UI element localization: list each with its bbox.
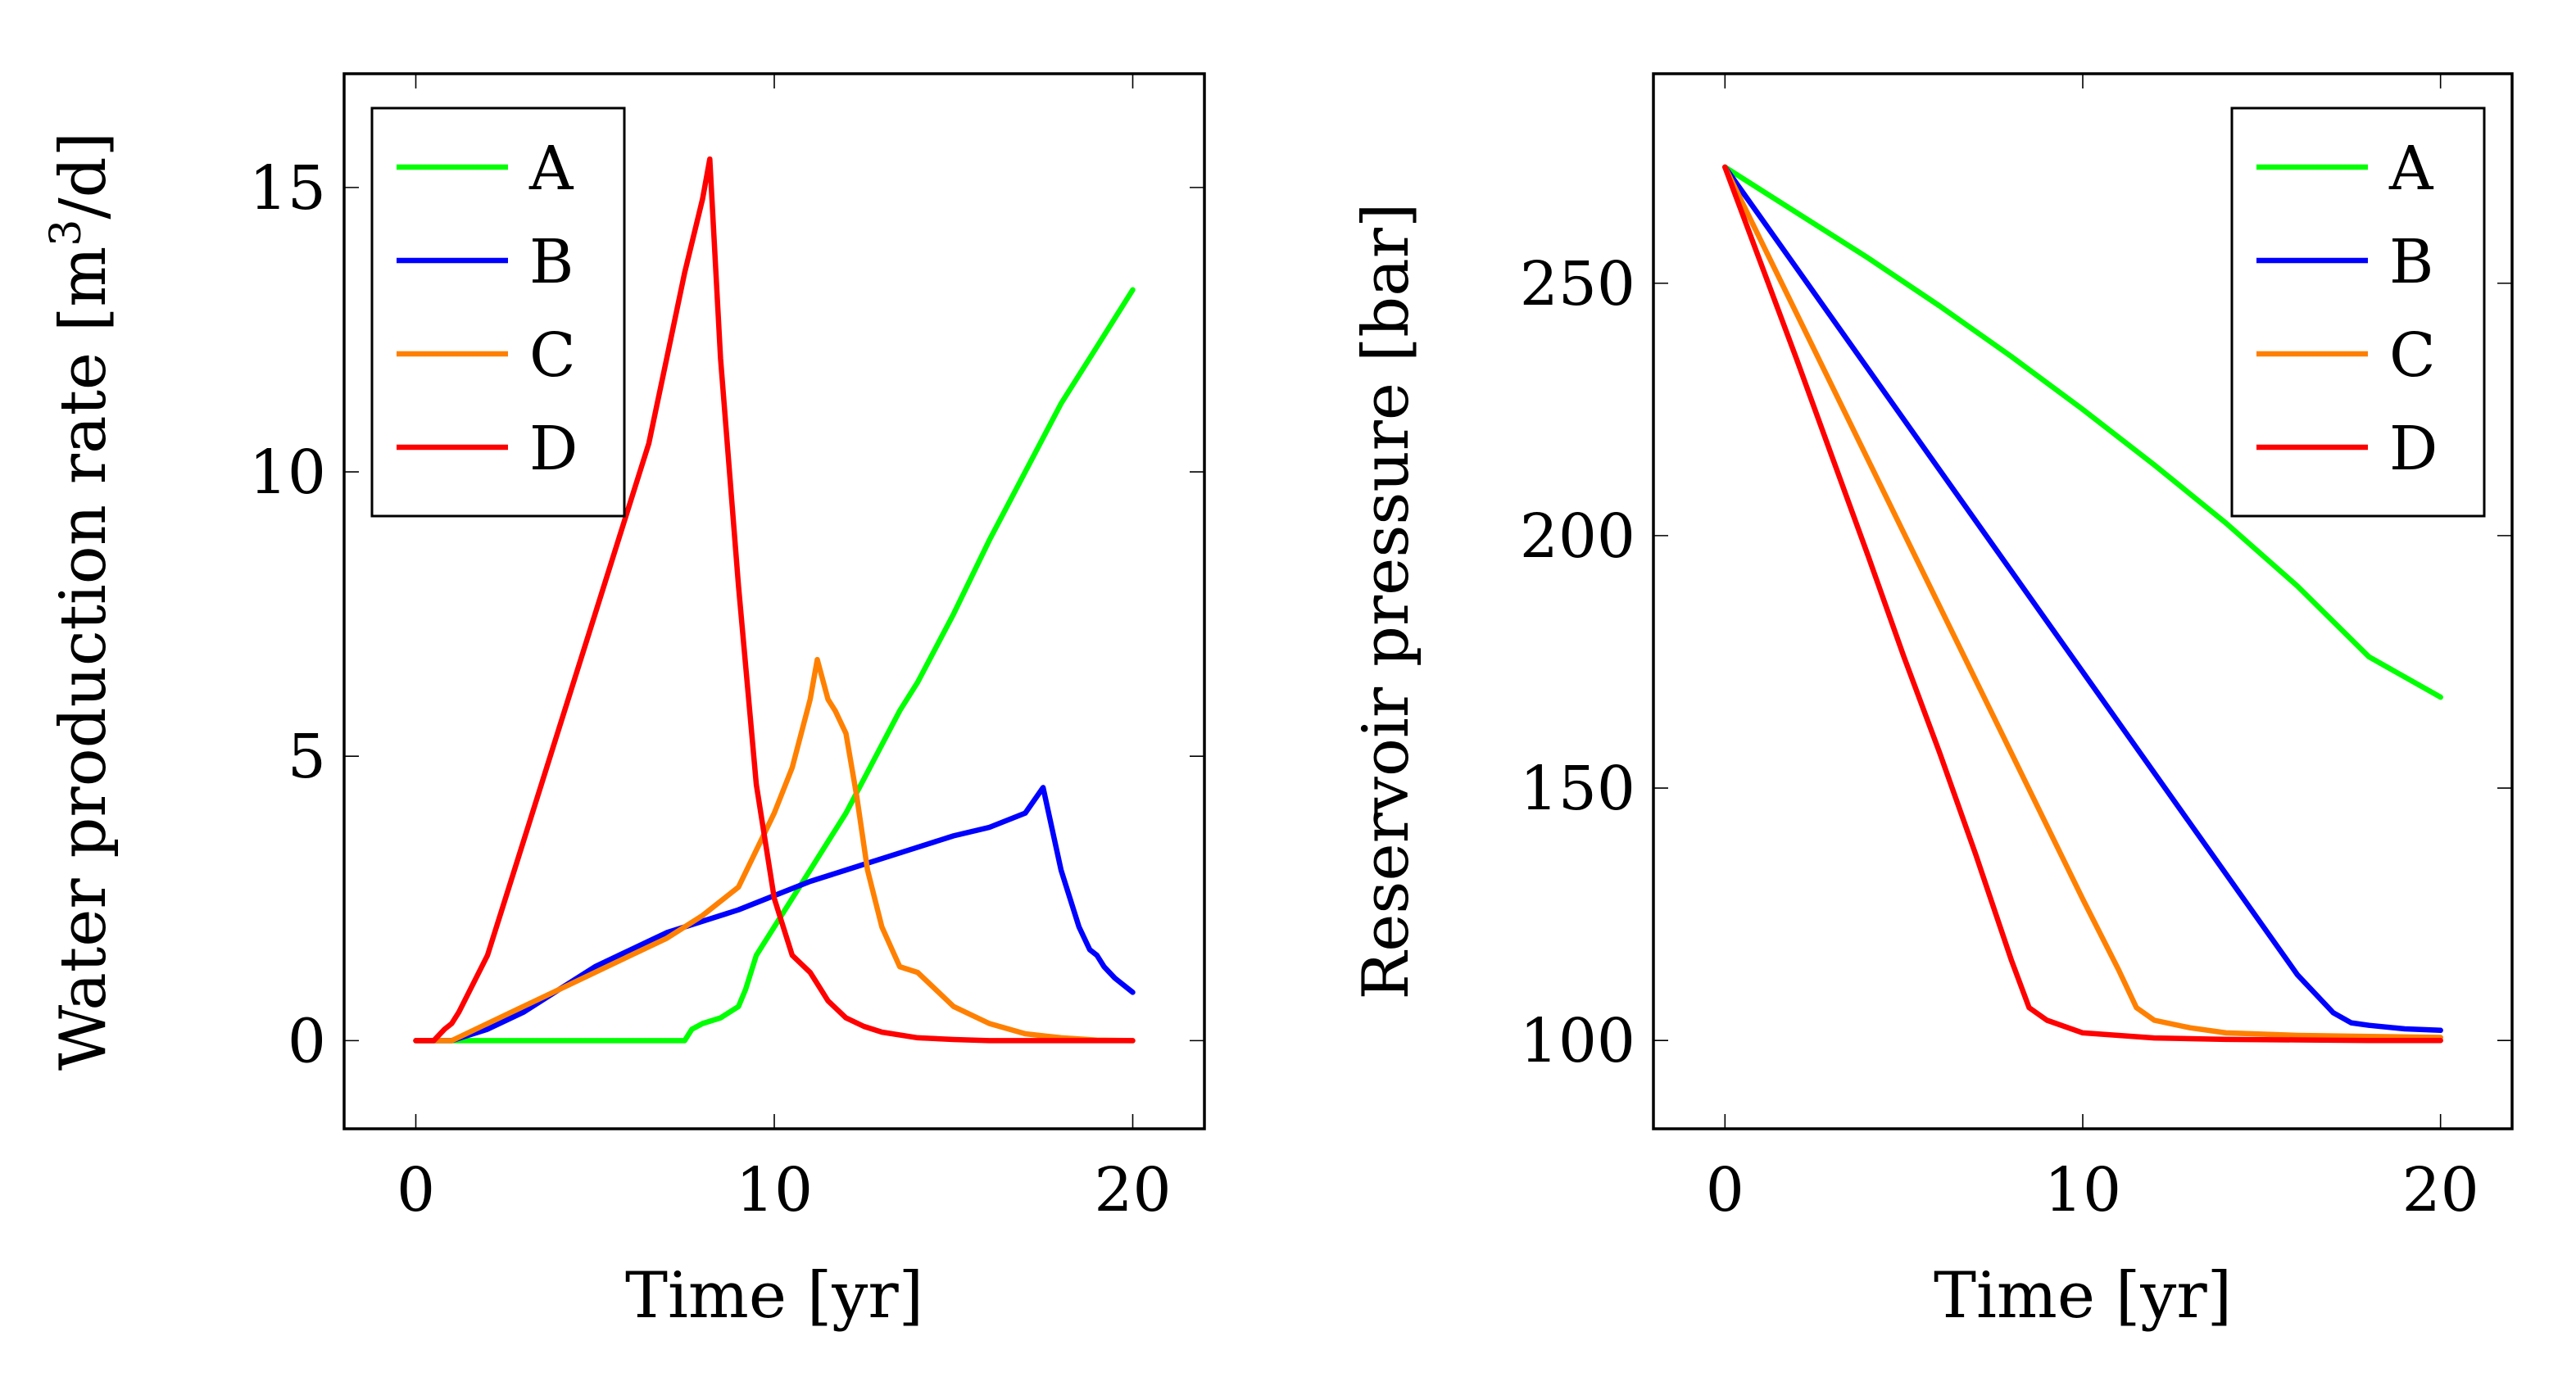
y-axis-title: Reservoir pressure [bar] [1349,203,1423,1000]
x-axis-title: Time [yr] [1934,1259,2232,1333]
series-line-B [413,785,1136,1044]
legend-label-D: D [529,414,578,484]
legend-label-C: C [2389,320,2436,391]
y-tick-label: 10 [249,437,326,508]
x-tick-label: 20 [2402,1155,2479,1225]
y-tick-label: 150 [1520,754,1635,824]
series-line-B [1722,164,2443,1034]
x-tick-label: 0 [1706,1155,1744,1225]
legend-label-A: A [528,134,574,204]
legend-label-B: B [529,227,574,297]
x-tick-label: 20 [1094,1155,1171,1225]
series-line-D [413,156,1136,1044]
y-axis-title: Water production rate [m3/d] [42,132,120,1071]
y-tick-label: 100 [1520,1006,1635,1076]
series-line-C [1722,164,2443,1040]
y-tick-label: 0 [288,1006,326,1076]
series-line-A [1722,164,2443,700]
legend-label-A: A [2388,134,2434,204]
legend-label-C: C [529,320,576,391]
x-tick-label: 10 [2044,1155,2121,1225]
series-line-D [1722,164,2443,1044]
y-tick-label: 200 [1520,501,1635,572]
x-axis-title: Time [yr] [625,1259,923,1333]
legend-label-D: D [2389,414,2438,484]
x-tick-label: 0 [397,1155,435,1225]
y-tick-label: 5 [288,722,326,792]
left-chart-water-production: 0 10 20 0 5 10 15 Time [yr] Water production rat… [42,72,1206,1333]
right-chart-reservoir-pressure: 0 10 20 100 150 200 250 Time [yr] Reservoir pres… [1349,72,2514,1333]
legend-label-B: B [2389,227,2433,297]
x-tick-label: 10 [736,1155,813,1225]
y-tick-label: 15 [249,153,326,224]
y-tick-label: 250 [1520,249,1635,319]
series-line-A [413,287,1136,1044]
series-line-C [413,656,1136,1044]
